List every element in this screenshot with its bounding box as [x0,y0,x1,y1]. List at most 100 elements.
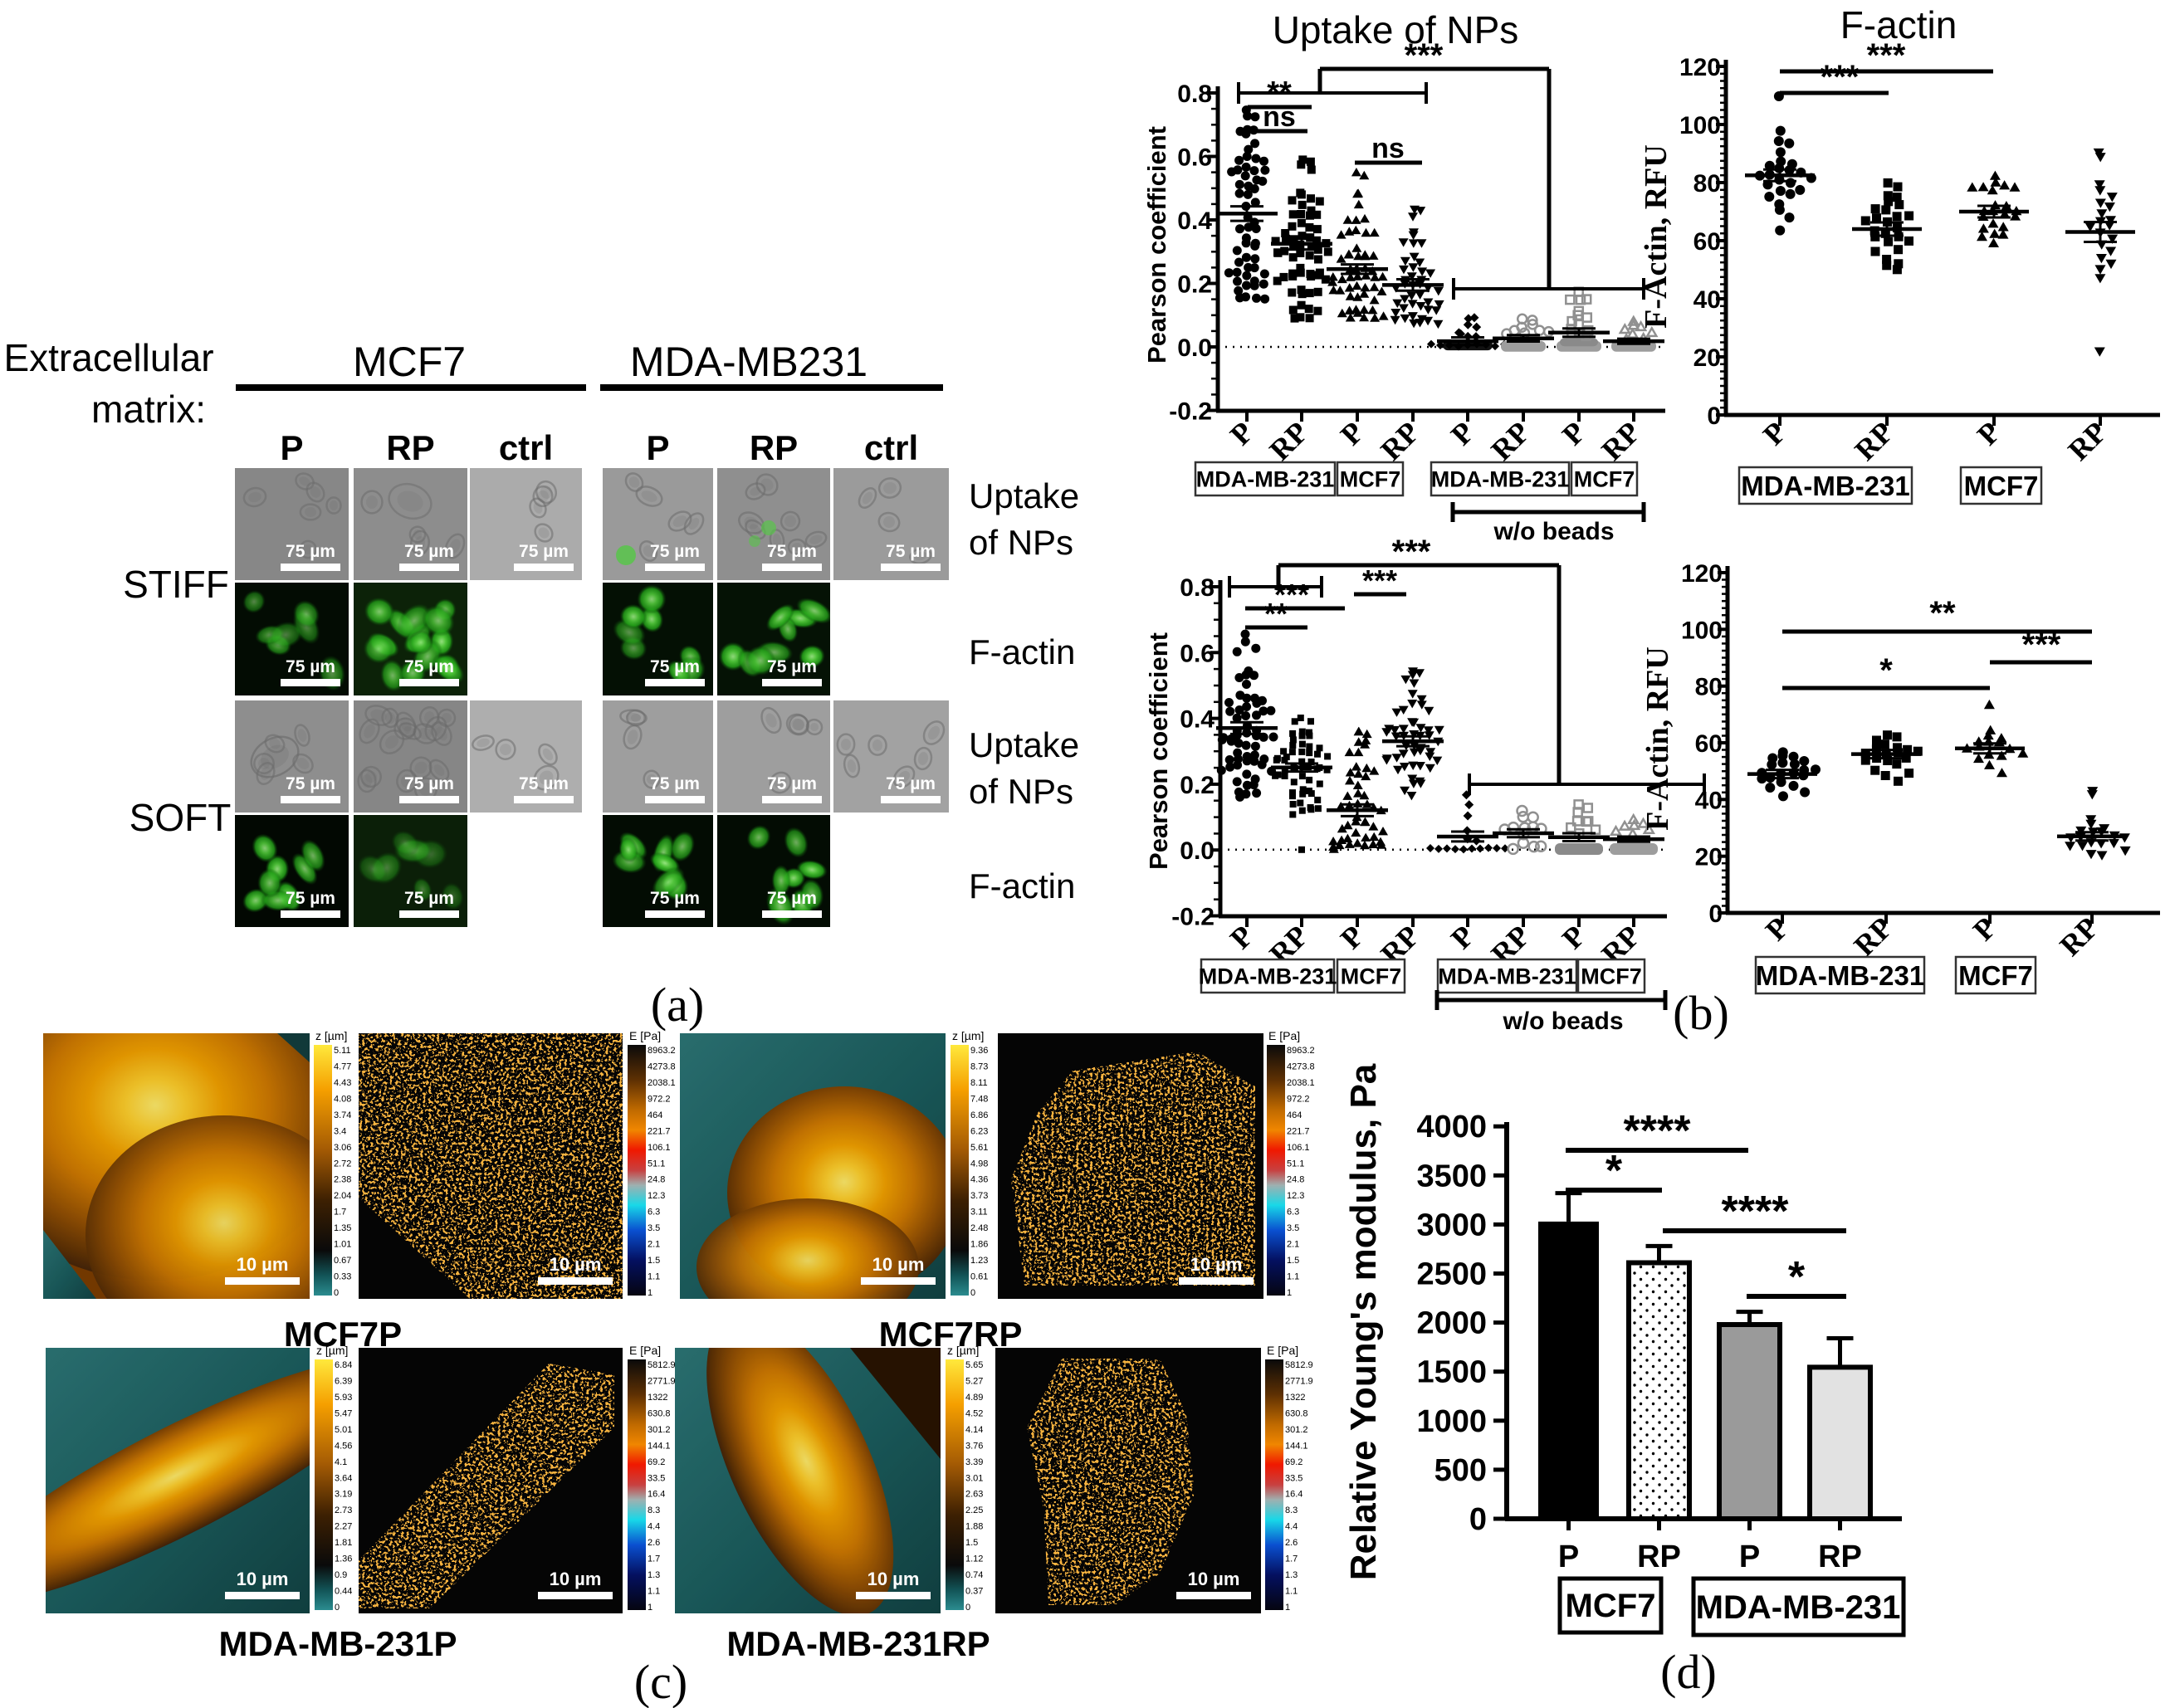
svg-text:4.14: 4.14 [965,1425,983,1435]
svg-text:3.01: 3.01 [965,1473,983,1483]
svg-text:8.3: 8.3 [648,1505,660,1515]
svg-text:P: P [280,428,303,467]
svg-text:10 µm: 10 µm [1190,1254,1243,1275]
svg-text:6.39: 6.39 [335,1377,352,1387]
svg-text:1.1: 1.1 [648,1587,660,1597]
svg-text:75 µm: 75 µm [886,774,936,793]
svg-text:MCF7: MCF7 [1581,964,1642,989]
svg-text:75 µm: 75 µm [519,542,569,561]
svg-text:75 µm: 75 µm [767,657,817,676]
svg-text:0: 0 [970,1288,975,1298]
svg-text:2.38: 2.38 [334,1175,351,1185]
svg-text:1322: 1322 [648,1393,667,1403]
svg-text:*: * [1788,1253,1806,1301]
svg-text:8.73: 8.73 [970,1062,988,1072]
svg-text:3.5: 3.5 [1287,1223,1299,1233]
svg-text:F-Actin, RFU: F-Actin, RFU [1640,647,1675,831]
svg-text:500: 500 [1434,1453,1487,1488]
svg-text:2771.9: 2771.9 [648,1377,676,1387]
svg-text:MCF7RP: MCF7RP [879,1315,1023,1354]
svg-text:of NPs: of NPs [969,523,1073,562]
svg-text:16.4: 16.4 [1285,1490,1302,1500]
svg-text:5.65: 5.65 [965,1360,983,1370]
svg-text:972.2: 972.2 [648,1094,671,1104]
svg-text:51.1: 51.1 [1287,1159,1304,1169]
svg-text:z [µm]: z [µm] [315,1029,347,1042]
svg-text:40: 40 [1695,787,1723,814]
svg-text:1.7: 1.7 [648,1554,660,1564]
svg-text:6.3: 6.3 [1287,1208,1299,1218]
svg-text:9.36: 9.36 [970,1046,988,1056]
svg-text:75 µm: 75 µm [286,542,335,561]
svg-text:2.72: 2.72 [334,1159,351,1169]
svg-text:0.2: 0.2 [1177,271,1212,299]
svg-text:2.25: 2.25 [965,1505,983,1515]
svg-text:33.5: 33.5 [648,1473,665,1483]
svg-text:3.73: 3.73 [970,1191,988,1201]
svg-text:z [µm]: z [µm] [952,1029,984,1042]
svg-text:MDA-MB-231: MDA-MB-231 [1431,467,1570,492]
svg-text:0.74: 0.74 [965,1570,983,1580]
svg-text:4.36: 4.36 [970,1175,988,1185]
svg-text:3.5: 3.5 [648,1223,660,1233]
svg-text:RP: RP [750,428,798,467]
svg-text:2.73: 2.73 [335,1505,352,1515]
svg-text:3000: 3000 [1416,1208,1487,1242]
svg-text:1.5: 1.5 [965,1538,978,1548]
svg-text:1.5: 1.5 [648,1256,660,1266]
svg-text:60: 60 [1693,228,1721,256]
svg-text:1.1: 1.1 [648,1272,660,1282]
svg-text:*: * [1606,1147,1623,1195]
svg-text:z [µm]: z [µm] [316,1344,348,1357]
svg-text:1500: 1500 [1416,1355,1487,1390]
svg-text:MDA-MB-231P: MDA-MB-231P [218,1624,457,1663]
svg-text:1.88: 1.88 [965,1522,983,1532]
svg-text:69.2: 69.2 [1285,1457,1302,1467]
svg-text:MCF7: MCF7 [1340,467,1401,492]
svg-text:5.61: 5.61 [970,1143,988,1153]
svg-text:60: 60 [1695,730,1723,758]
svg-text:10 µm: 10 µm [872,1254,925,1275]
svg-text:Uptake: Uptake [969,476,1079,515]
svg-text:75 µm: 75 µm [404,774,454,793]
svg-text:0.4: 0.4 [1180,706,1215,734]
svg-text:E [Pa]: E [Pa] [629,1029,661,1042]
svg-text:MDA-MB-231: MDA-MB-231 [1199,964,1337,989]
svg-text:3.06: 3.06 [334,1143,351,1153]
svg-text:-0.2: -0.2 [1171,904,1215,931]
svg-text:0.8: 0.8 [1180,574,1215,602]
svg-text:1: 1 [648,1603,652,1613]
svg-text:3.4: 3.4 [334,1126,346,1136]
svg-text:ns: ns [1263,101,1296,133]
svg-text:1: 1 [648,1288,652,1298]
svg-text:***: *** [1274,578,1309,612]
svg-text:1.35: 1.35 [334,1223,351,1233]
svg-text:6.84: 6.84 [335,1360,352,1370]
svg-text:STIFF: STIFF [123,563,229,606]
svg-text:0.37: 0.37 [965,1587,983,1597]
svg-text:RP: RP [386,428,434,467]
svg-text:1.81: 1.81 [335,1538,352,1548]
svg-text:2000: 2000 [1416,1306,1487,1341]
svg-text:2.63: 2.63 [965,1490,983,1500]
svg-text:75 µm: 75 µm [286,657,335,676]
svg-text:0.67: 0.67 [334,1256,351,1266]
svg-text:***: *** [1821,59,1860,95]
svg-text:z [µm]: z [µm] [947,1344,979,1357]
svg-text:75 µm: 75 µm [650,889,700,908]
svg-text:8.3: 8.3 [1285,1505,1298,1515]
svg-text:221.7: 221.7 [648,1126,671,1136]
svg-text:10 µm: 10 µm [868,1569,920,1589]
svg-text:4.77: 4.77 [334,1062,351,1072]
svg-text:1.7: 1.7 [334,1208,346,1218]
svg-text:of NPs: of NPs [969,772,1073,811]
svg-text:RP: RP [1818,1540,1862,1574]
svg-text:4.98: 4.98 [970,1159,988,1169]
svg-text:1.01: 1.01 [334,1240,351,1250]
svg-text:5.47: 5.47 [335,1408,352,1418]
svg-text:4.56: 4.56 [335,1441,352,1451]
svg-text:8.11: 8.11 [970,1078,988,1088]
svg-text:MDA-MB-231: MDA-MB-231 [1438,964,1576,989]
svg-text:75 µm: 75 µm [286,889,335,908]
svg-text:2.1: 2.1 [1287,1240,1299,1250]
